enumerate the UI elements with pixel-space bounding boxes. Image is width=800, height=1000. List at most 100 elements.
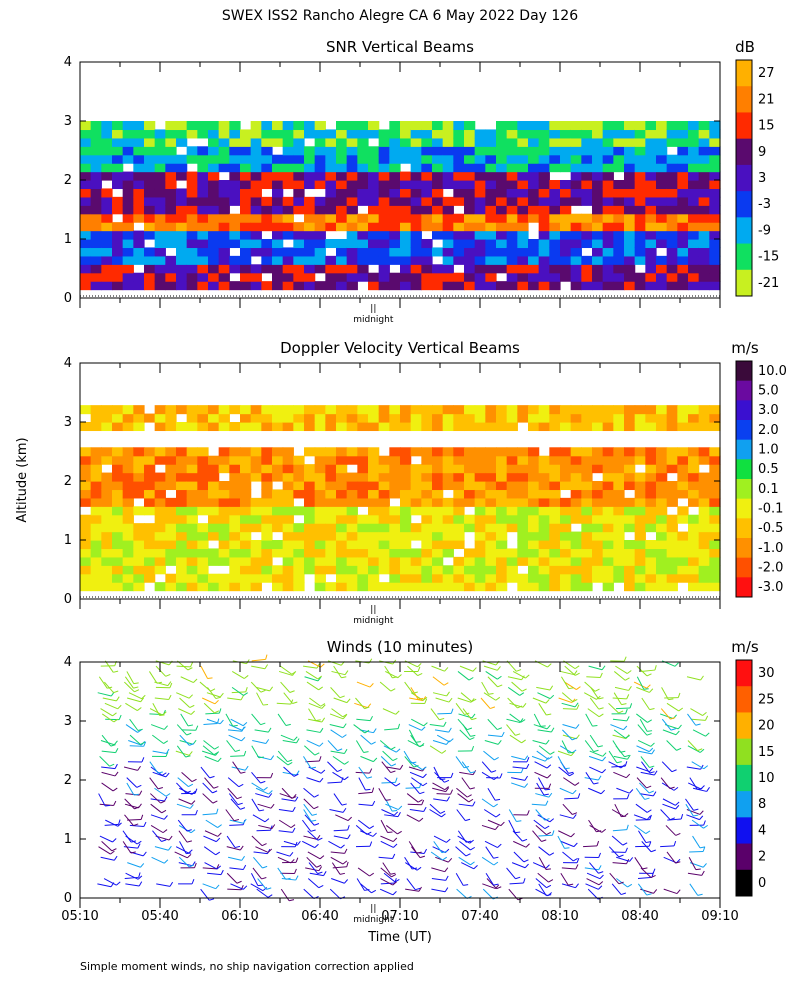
- heatmap-cell: [688, 422, 700, 432]
- heatmap-cell: [389, 506, 401, 516]
- heatmap-cell: [133, 531, 145, 541]
- wind-barb: [204, 777, 219, 789]
- heatmap-cell: [154, 405, 166, 415]
- heatmap-cell: [293, 464, 305, 474]
- heatmap-cell: [688, 239, 700, 249]
- heatmap-cell: [645, 272, 657, 282]
- wind-barb: [305, 756, 322, 763]
- heatmap-cell: [698, 506, 710, 516]
- heatmap-cell: [560, 531, 572, 541]
- heatmap-cell: [176, 565, 188, 575]
- heatmap-cell: [464, 489, 476, 499]
- wind-barb: [101, 782, 118, 792]
- heatmap-cell: [282, 281, 294, 291]
- heatmap-cell: [378, 531, 390, 541]
- heatmap-cell: [208, 255, 220, 265]
- wind-barb: [328, 840, 345, 849]
- wind-barb: [174, 851, 192, 859]
- heatmap-cell: [602, 188, 614, 198]
- heatmap-cell: [389, 481, 401, 491]
- heatmap-cell: [432, 573, 444, 583]
- midnight-marker: ||: [370, 904, 376, 914]
- heatmap-cell: [485, 146, 497, 156]
- heatmap-cell: [90, 247, 102, 257]
- heatmap-cell: [336, 154, 348, 164]
- wind-barb: [302, 819, 316, 832]
- heatmap-cell: [90, 422, 102, 432]
- heatmap-cell: [112, 506, 124, 516]
- wind-barb: [534, 783, 552, 789]
- wind-barb: [205, 819, 222, 829]
- heatmap-cell: [581, 540, 593, 550]
- heatmap-cell: [592, 447, 604, 457]
- heatmap-cell: [698, 523, 710, 533]
- heatmap-cell: [101, 548, 113, 558]
- heatmap-cell: [176, 154, 188, 164]
- heatmap-cell: [432, 582, 444, 592]
- heatmap-cell: [368, 464, 380, 474]
- heatmap-cell: [442, 171, 454, 181]
- heatmap-cell: [122, 489, 134, 499]
- heatmap-cell: [506, 523, 518, 533]
- heatmap-cell: [144, 573, 156, 583]
- heatmap-cell: [272, 255, 284, 265]
- heatmap-cell: [613, 548, 625, 558]
- heatmap-cell: [624, 565, 636, 575]
- heatmap-cell: [282, 413, 294, 423]
- heatmap-cell: [80, 514, 92, 524]
- heatmap-cell: [90, 489, 102, 499]
- heatmap-cell: [570, 239, 582, 249]
- heatmap-cell: [208, 422, 220, 432]
- wind-barb: [634, 857, 648, 870]
- heatmap-cell: [112, 489, 124, 499]
- heatmap-cell: [400, 514, 412, 524]
- heatmap-cell: [240, 213, 252, 223]
- heatmap-cell: [346, 514, 358, 524]
- wind-barb: [482, 660, 500, 666]
- heatmap-cell: [378, 506, 390, 516]
- heatmap-cell: [282, 472, 294, 482]
- heatmap-cell: [698, 121, 710, 131]
- heatmap-cell: [666, 121, 678, 131]
- heatmap-cell: [218, 255, 230, 265]
- heatmap-cell: [517, 523, 529, 533]
- heatmap-cell: [325, 171, 337, 181]
- heatmap-cell: [133, 121, 145, 131]
- heatmap-cell: [570, 531, 582, 541]
- heatmap-cell: [154, 481, 166, 491]
- heatmap-cell: [570, 514, 582, 524]
- heatmap-cell: [613, 422, 625, 432]
- heatmap-cell: [186, 455, 198, 465]
- heatmap-cell: [570, 413, 582, 423]
- heatmap-cell: [112, 497, 124, 507]
- heatmap-cell: [186, 413, 198, 423]
- heatmap-cell: [293, 230, 305, 240]
- heatmap-cell: [698, 255, 710, 265]
- heatmap-cell: [325, 489, 337, 499]
- heatmap-cell: [208, 188, 220, 198]
- wind-barb: [150, 825, 168, 834]
- heatmap-cell: [293, 222, 305, 232]
- wind-barb: [433, 835, 451, 843]
- heatmap-cell: [432, 540, 444, 550]
- wind-barb: [309, 871, 327, 877]
- wind-barb: [380, 867, 397, 878]
- heatmap-cell: [101, 247, 113, 257]
- heatmap-cell: [496, 264, 508, 274]
- heatmap-cell: [666, 565, 678, 575]
- heatmap-cell: [410, 264, 422, 274]
- heatmap-cell: [698, 573, 710, 583]
- heatmap-cell: [272, 230, 284, 240]
- heatmap-cell: [485, 255, 497, 265]
- heatmap-cell: [368, 506, 380, 516]
- heatmap-cell: [453, 422, 465, 432]
- heatmap-cell: [90, 281, 102, 291]
- heatmap-cell: [378, 514, 390, 524]
- heatmap-cell: [709, 497, 721, 507]
- heatmap-cell: [538, 163, 550, 173]
- heatmap-cell: [357, 405, 369, 415]
- heatmap-cell: [304, 222, 316, 232]
- wind-barb: [615, 745, 630, 758]
- heatmap-cell: [560, 264, 572, 274]
- heatmap-cell: [336, 413, 348, 423]
